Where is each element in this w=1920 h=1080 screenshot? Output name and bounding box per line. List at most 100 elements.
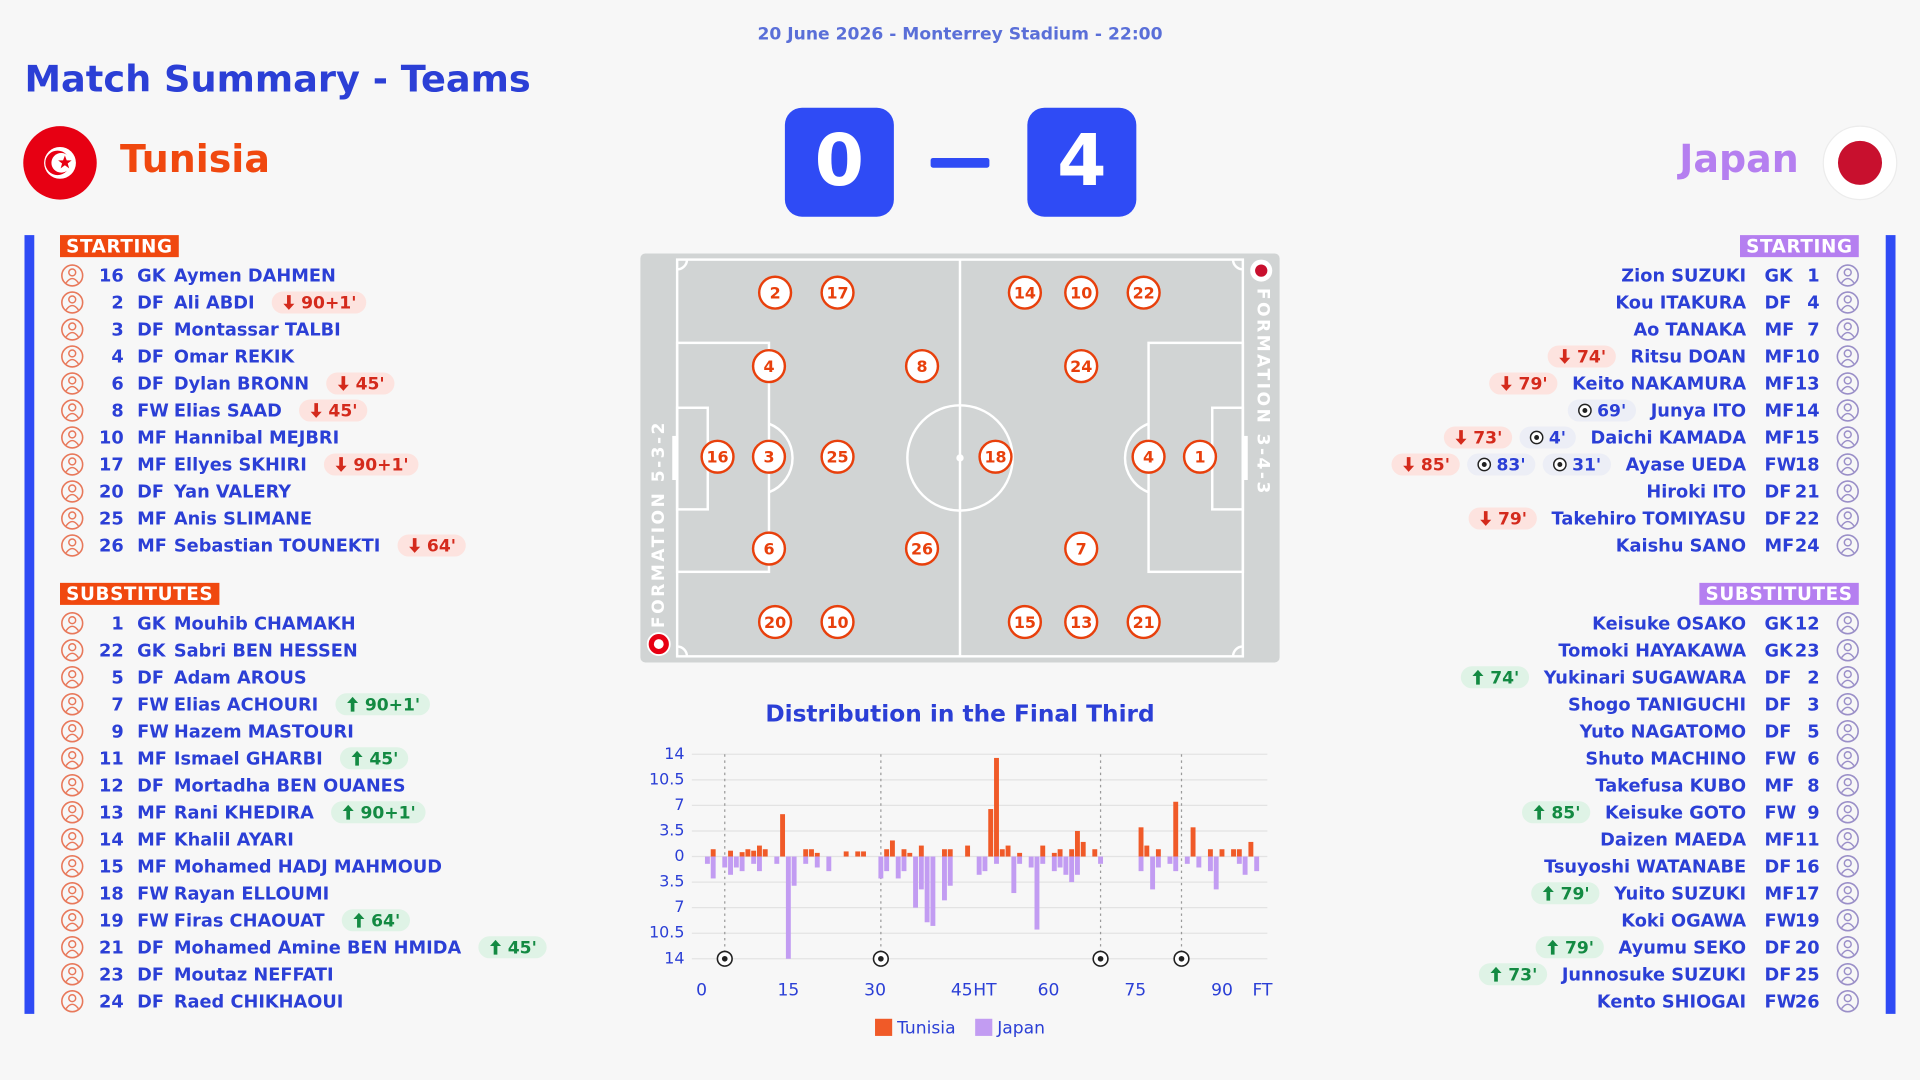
bar bbox=[739, 852, 745, 857]
player-icon-head bbox=[68, 403, 77, 412]
sub-off-arrow bbox=[409, 538, 421, 553]
player-icon bbox=[1836, 936, 1859, 959]
player-icon bbox=[61, 828, 84, 851]
bar bbox=[884, 856, 890, 872]
shirt-number: 6 bbox=[111, 375, 123, 395]
pitch-player bbox=[1007, 604, 1043, 640]
ball-icon-patch bbox=[1534, 435, 1540, 440]
player-icon-body bbox=[1841, 493, 1855, 500]
sub-off-arrow bbox=[1500, 376, 1512, 391]
x-tick-label: 15 bbox=[777, 981, 799, 1001]
bar bbox=[814, 856, 820, 868]
event-pill: 90+1' bbox=[331, 801, 426, 823]
event-pill: 79' bbox=[1489, 372, 1558, 395]
bar bbox=[1242, 856, 1248, 875]
event-minute: 4' bbox=[1549, 429, 1566, 449]
position: MF bbox=[137, 857, 167, 877]
player-icon-head bbox=[1843, 913, 1852, 922]
bar bbox=[751, 850, 757, 857]
position: DF bbox=[1764, 510, 1791, 530]
section-tag: STARTING bbox=[1746, 236, 1853, 257]
position: FW bbox=[1764, 911, 1796, 931]
event-minute: 64' bbox=[371, 911, 400, 931]
position: DF bbox=[1764, 938, 1791, 958]
bar bbox=[1092, 849, 1098, 857]
player-icon-head bbox=[1843, 724, 1852, 733]
section-tag-bg bbox=[1739, 235, 1859, 258]
position: DF bbox=[1764, 668, 1791, 688]
legend-label: Tunisia bbox=[896, 1019, 956, 1039]
bar bbox=[756, 845, 762, 857]
x-tick-label: FT bbox=[1252, 981, 1273, 1001]
player-icon bbox=[61, 612, 84, 635]
shirt-number: 24 bbox=[1795, 537, 1820, 557]
player-icon-body bbox=[65, 652, 79, 659]
position: FW bbox=[1764, 992, 1796, 1012]
bar bbox=[1069, 849, 1075, 857]
player-icon bbox=[61, 882, 84, 905]
shirt-number: 2 bbox=[111, 294, 123, 314]
sub-off-arrow bbox=[1559, 349, 1571, 364]
player-icon bbox=[1836, 774, 1859, 797]
player-icon-head bbox=[1843, 805, 1852, 814]
pitch-player bbox=[904, 531, 940, 566]
event-minute: 79' bbox=[1498, 510, 1527, 530]
bar bbox=[942, 849, 947, 857]
player-icon-head bbox=[68, 778, 77, 787]
y-tick-label: 3.5 bbox=[659, 820, 684, 839]
player-name: Mouhib CHAMAKH bbox=[174, 614, 356, 634]
player-icon bbox=[1836, 318, 1859, 341]
bar bbox=[901, 856, 907, 872]
pitch-player bbox=[757, 604, 793, 640]
player-icon-head bbox=[68, 994, 77, 1003]
sub-off-arrow bbox=[310, 403, 322, 418]
player-icon-head bbox=[68, 913, 77, 922]
sub-on-arrow bbox=[347, 696, 359, 712]
shirt-number: 15 bbox=[99, 857, 124, 877]
pitch-player-number: 15 bbox=[1014, 613, 1036, 632]
player-name: Mohamed HADJ MAHMOUD bbox=[174, 857, 442, 877]
goal-ball-patch bbox=[1178, 955, 1185, 962]
player-name: Ao TANAKA bbox=[1633, 321, 1746, 341]
player-icon-head bbox=[68, 616, 77, 625]
player-name: Kento SHIOGAI bbox=[1597, 992, 1746, 1012]
player-name: Anis SLIMANE bbox=[174, 510, 312, 530]
position: DF bbox=[137, 776, 164, 796]
sub-off-arrow bbox=[283, 295, 295, 310]
shirt-number: 13 bbox=[1795, 375, 1820, 395]
player-icon-body bbox=[1841, 841, 1855, 848]
event-pill: 45' bbox=[339, 747, 409, 769]
home-formation: FORMATION 5-3-2 bbox=[649, 420, 669, 628]
bar bbox=[1196, 856, 1202, 868]
pitch-player bbox=[1131, 439, 1166, 474]
x-tick-label: HT bbox=[973, 981, 997, 1001]
player-icon bbox=[61, 507, 84, 530]
shirt-number: 1 bbox=[1807, 267, 1819, 287]
position: DF bbox=[1764, 857, 1791, 877]
home-team-name: Tunisia bbox=[120, 137, 270, 181]
player-icon bbox=[61, 264, 84, 287]
player-icon-body bbox=[65, 1003, 79, 1010]
shirt-number: 19 bbox=[99, 911, 124, 931]
event-minute: 90+1' bbox=[360, 803, 415, 823]
shirt-number: 25 bbox=[99, 510, 124, 530]
position: FW bbox=[137, 722, 169, 742]
shirt-number: 18 bbox=[1795, 456, 1820, 476]
x-tick-label: 75 bbox=[1124, 981, 1146, 1001]
bar bbox=[1074, 830, 1080, 857]
shirt-number: 25 bbox=[1795, 965, 1820, 985]
event-pill-bg bbox=[271, 291, 367, 314]
away-score-box bbox=[1027, 107, 1137, 217]
player-name: Zion SUZUKI bbox=[1621, 267, 1746, 287]
player-icon-body bbox=[65, 385, 79, 392]
player-icon bbox=[61, 774, 84, 797]
event-pill: 90+1' bbox=[335, 693, 430, 715]
player-icon-body bbox=[65, 841, 79, 848]
bar bbox=[1057, 856, 1063, 868]
pitch-player-number: 21 bbox=[1133, 613, 1155, 632]
position: DF bbox=[137, 965, 164, 985]
player-name: Hazem MASTOURI bbox=[174, 722, 354, 742]
event-minute: 64' bbox=[427, 537, 456, 557]
player-icon-body bbox=[1841, 976, 1855, 983]
